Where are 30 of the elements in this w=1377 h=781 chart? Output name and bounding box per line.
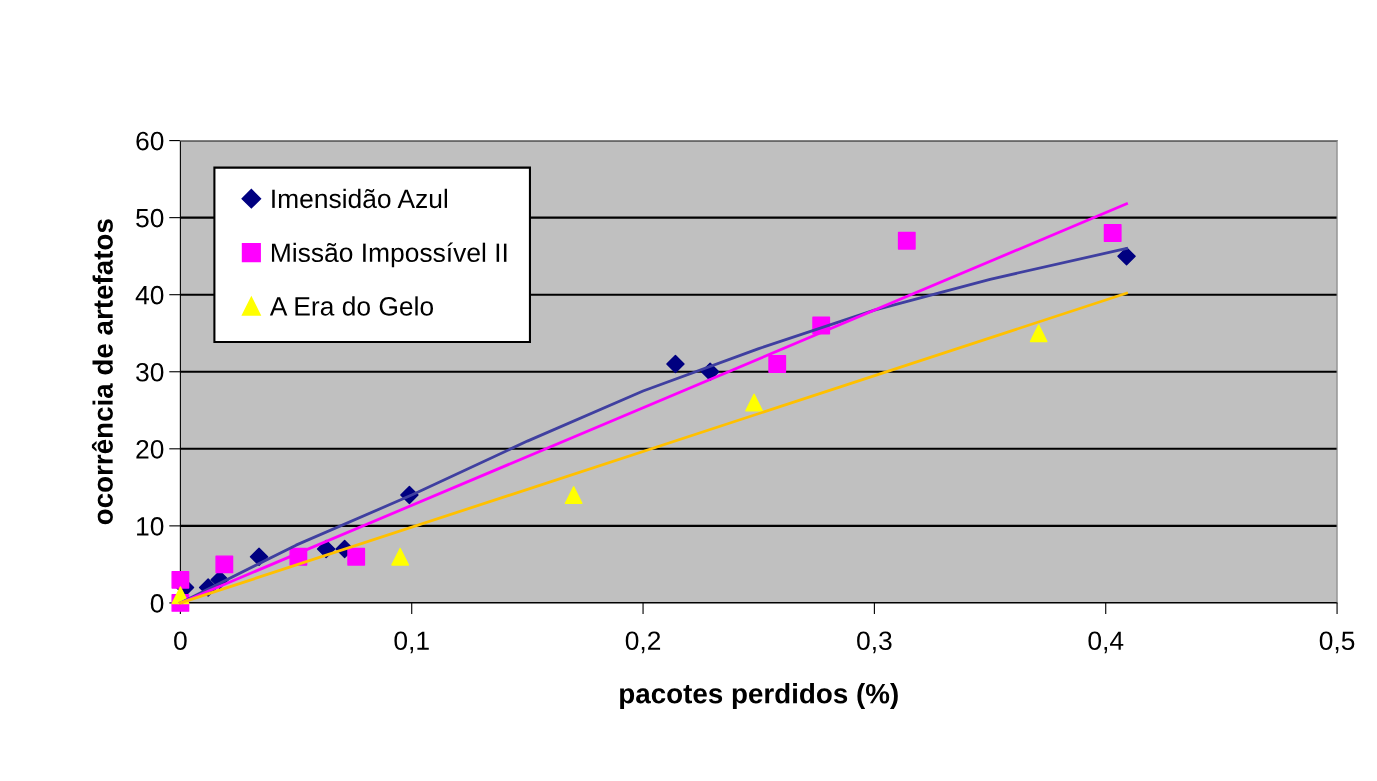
point (1103, 224, 1122, 242)
x-axis-title: pacotes perdidos (%) (620, 683, 898, 709)
x-tick-label: 0 (174, 631, 187, 651)
x-tick-label: 0,3 (857, 631, 892, 654)
point (391, 547, 410, 566)
y-tick-label: 20 (136, 439, 164, 459)
point (768, 355, 787, 373)
y-tick-label: 40 (135, 285, 164, 305)
point (1029, 324, 1048, 343)
y-axis-title: ocorrência de artefatos (91, 219, 113, 525)
y-tick-label: 50 (136, 208, 164, 228)
y-tick-label: 10 (137, 517, 164, 536)
point (745, 393, 764, 412)
y-tick-label: 30 (136, 362, 164, 382)
point (1117, 246, 1136, 266)
point (666, 354, 685, 374)
legend-label: Imensidão Azul (272, 188, 448, 209)
y-tick-label: 60 (136, 131, 164, 151)
point (564, 486, 583, 504)
point (347, 547, 366, 566)
point (215, 555, 234, 574)
x-tick-label: 0,5 (1319, 631, 1355, 654)
legend-label: A Era do Gelo (269, 296, 434, 316)
x-tick-label: 0,4 (1088, 631, 1124, 654)
point (897, 231, 916, 250)
y-tick-label: 0 (150, 594, 164, 613)
x-tick-label: 0,2 (625, 631, 661, 654)
point (171, 570, 190, 589)
legend-label: Missão Impossível II (271, 242, 507, 268)
x-tick-label: 0,1 (394, 631, 429, 654)
